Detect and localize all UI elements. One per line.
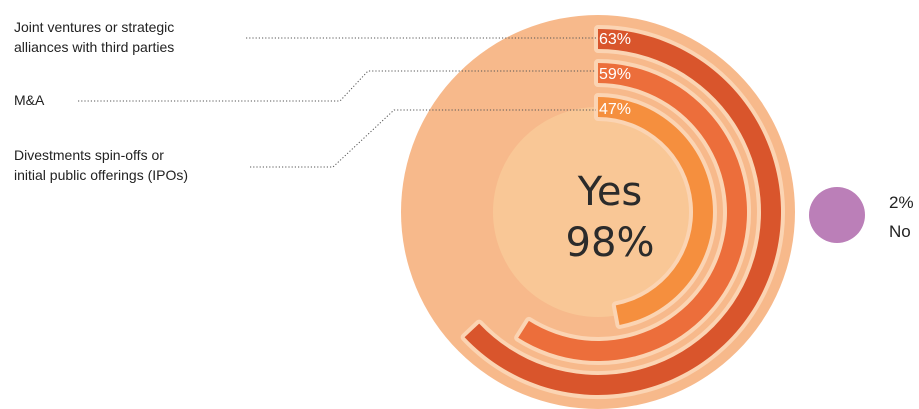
yes-label: Yes [577, 169, 643, 215]
category-label-jv-line2: alliances with third parties [14, 39, 174, 55]
category-label-ma: M&A [14, 92, 45, 108]
radial-bar-jv [464, 29, 782, 395]
leader-line-ma [78, 70, 596, 102]
yes-value: 98% [566, 220, 655, 266]
radial-bar-divest [598, 97, 713, 325]
bar-value-label-jv: 63% [599, 31, 631, 48]
no-circle [809, 187, 865, 243]
bar-value-label-divest: 47% [599, 101, 631, 118]
bar-value-label-ma: 59% [599, 66, 631, 83]
category-label-divest-line2: initial public offerings (IPOs) [14, 167, 188, 183]
inner-circle-fill [493, 107, 703, 317]
category-label-jv-line1: Joint ventures or strategic [14, 19, 174, 35]
category-label-divest-line1: Divestments spin-offs or [14, 147, 164, 163]
no-label: No [889, 222, 911, 241]
no-value: 2% [889, 193, 914, 212]
radial-bar-ma [518, 63, 748, 362]
radial-bars [464, 29, 782, 395]
